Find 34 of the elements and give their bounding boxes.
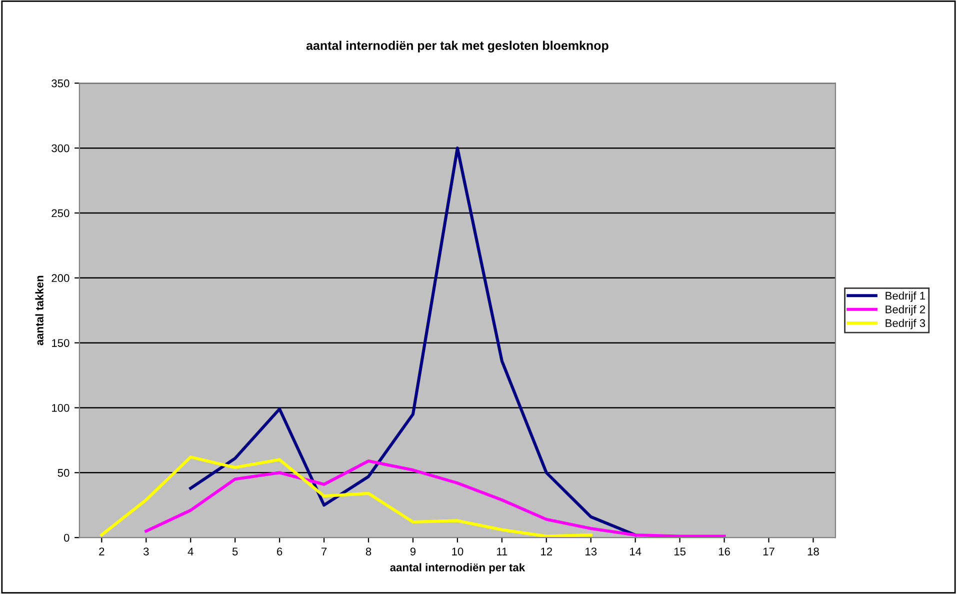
y-tick-label: 150	[52, 339, 70, 347]
line-series	[189, 146, 637, 537]
x-tick-label: 4	[188, 548, 194, 556]
chart-title: aantal internodiën per tak met gesloten bloemknop	[306, 40, 608, 52]
x-tick-label: 5	[232, 548, 238, 556]
x-tick-label: 7	[322, 548, 327, 556]
y-tick-label: 350	[52, 79, 70, 88]
x-tick-label: 9	[410, 548, 416, 556]
x-tick-label: 2	[99, 548, 104, 556]
x-tick-label: 8	[366, 548, 372, 556]
x-axis-title: aantal internodiën per tak	[390, 563, 526, 574]
x-tick-label: 12	[541, 548, 552, 556]
x-tick-label: 14	[630, 548, 642, 556]
x-tick-label: 18	[808, 548, 819, 556]
y-axis-title: aantal takken	[35, 276, 44, 346]
legend-label: Bedrijf 3	[886, 318, 926, 330]
y-tick-label: 200	[52, 274, 70, 282]
y-tick-label: 250	[52, 209, 70, 218]
x-tick-label: 10	[452, 548, 464, 556]
x-tick-label: 16	[718, 548, 730, 556]
line-series	[100, 456, 592, 538]
line-series	[144, 459, 726, 538]
x-tick-label: 17	[763, 548, 774, 556]
legend-label: Bedrijf 1	[886, 291, 926, 302]
x-tick-label: 6	[277, 548, 282, 556]
x-tick-label: 15	[674, 548, 686, 556]
x-tick-label: 13	[586, 548, 597, 556]
x-tick-label: 3	[143, 548, 149, 556]
y-tick-label: 100	[52, 404, 70, 412]
y-tick-label: 0	[64, 534, 70, 542]
x-tick-label: 11	[496, 548, 508, 556]
y-tick-label: 50	[58, 468, 70, 477]
legend-label: Bedrijf 2	[886, 305, 925, 316]
y-tick-label: 300	[52, 144, 70, 152]
